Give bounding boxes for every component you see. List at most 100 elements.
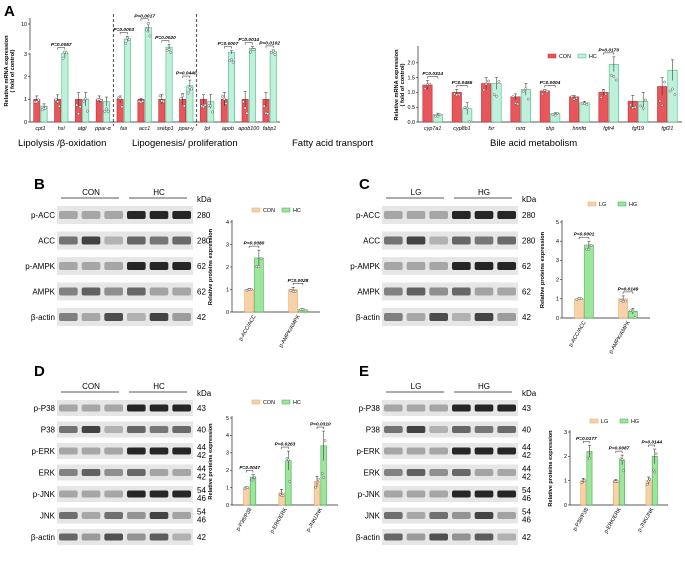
data-point xyxy=(77,112,80,116)
data-point xyxy=(438,113,442,117)
x-tick-label: rxrα xyxy=(516,126,526,132)
data-point xyxy=(602,89,605,93)
blot-band xyxy=(406,236,426,245)
bar xyxy=(144,27,152,123)
data-point xyxy=(288,480,292,483)
significance-bracket xyxy=(246,470,254,473)
axis-break xyxy=(27,50,33,54)
data-point xyxy=(148,34,152,38)
significance-bracket xyxy=(622,291,634,294)
data-point xyxy=(322,476,325,479)
blot-band xyxy=(429,468,448,477)
blot-band xyxy=(474,287,494,296)
blot-strip xyxy=(57,257,193,275)
blot-band xyxy=(429,425,448,434)
blot-band xyxy=(406,490,426,498)
blot-row-label: p-ERK xyxy=(356,447,380,456)
data-point xyxy=(105,107,108,111)
data-point xyxy=(457,93,461,97)
blot-band xyxy=(59,262,78,270)
data-point xyxy=(44,106,48,110)
data-point xyxy=(453,92,456,96)
y-tick-label: 1 xyxy=(226,287,229,293)
y-tick-label: 2 xyxy=(556,277,559,283)
kda-header: kDa xyxy=(522,195,537,204)
legend-label: LG xyxy=(599,202,606,208)
blot-row-label: AMPK xyxy=(357,288,380,297)
data-point xyxy=(146,22,150,26)
blot-row-label: p-P38 xyxy=(34,404,56,413)
y-tick-label: 1 xyxy=(24,97,27,103)
blot-band xyxy=(497,236,516,245)
data-point xyxy=(580,101,584,105)
blot-band xyxy=(127,511,146,520)
kda-value: 62 xyxy=(522,262,531,271)
data-point xyxy=(84,97,88,101)
blot-band xyxy=(127,468,146,477)
data-point xyxy=(287,458,290,462)
y-tick-label: 2.0 xyxy=(408,61,416,67)
blot-band xyxy=(384,490,403,498)
blot-band xyxy=(429,511,448,520)
blot-row-label: p-AMPK xyxy=(25,262,55,271)
y-tick-label: 2 xyxy=(226,468,229,474)
y-axis-label: Relative mRNA expression xyxy=(4,35,10,107)
data-point xyxy=(320,472,324,475)
data-point xyxy=(281,494,285,497)
data-point xyxy=(652,468,655,472)
bar xyxy=(574,298,584,319)
blot-strip xyxy=(382,257,518,275)
blot-band xyxy=(406,511,426,520)
legend-swatch xyxy=(617,201,627,207)
blot-band xyxy=(149,236,169,245)
data-point xyxy=(633,316,637,319)
blot-band xyxy=(474,533,494,541)
y-axis-label: Relative proteins expression xyxy=(208,228,214,305)
blot-band xyxy=(104,490,123,498)
legend-swatch xyxy=(251,399,261,405)
blot-band xyxy=(81,490,101,498)
data-point xyxy=(167,48,171,51)
x-tick-label: fas xyxy=(120,126,127,132)
blot-band xyxy=(497,468,516,477)
blot-band xyxy=(104,425,123,434)
x-tick-label: p-P38/P38 xyxy=(572,507,590,532)
blot-band xyxy=(429,262,448,270)
x-tick-label: srebp1 xyxy=(157,126,173,132)
data-point xyxy=(658,99,662,103)
data-point xyxy=(436,114,440,118)
x-tick-label: fgfr4 xyxy=(603,126,614,132)
blot-strip xyxy=(382,231,518,250)
blot-band xyxy=(59,468,78,477)
blot-band xyxy=(406,447,426,455)
significance-bracket xyxy=(161,40,170,43)
blot-band xyxy=(127,533,146,541)
blot-band xyxy=(172,404,191,412)
data-point xyxy=(82,99,86,103)
x-tick-label: atgl xyxy=(78,126,87,132)
data-point xyxy=(622,469,625,472)
data-point xyxy=(301,308,305,311)
data-point xyxy=(599,96,603,99)
data-point xyxy=(202,105,205,109)
group-caption: Bile acid metabolism xyxy=(490,138,577,149)
data-point xyxy=(255,265,259,268)
blot-band xyxy=(497,211,516,219)
y-axis-label: Relative mRNA expression xyxy=(394,49,400,121)
blot-band xyxy=(172,447,191,455)
data-point xyxy=(673,93,677,96)
significance-bracket xyxy=(57,47,66,50)
p-value-label: P=0.0314 xyxy=(422,71,443,77)
kda-value: 42 xyxy=(197,451,206,460)
data-point xyxy=(541,92,544,96)
blot-band xyxy=(127,236,146,245)
blot-band xyxy=(406,404,426,412)
blot-band xyxy=(81,425,101,434)
blot-band xyxy=(474,490,494,498)
significance-bracket xyxy=(281,446,289,450)
blot-band xyxy=(497,404,516,412)
blot-band xyxy=(452,468,471,477)
kda-value: 42 xyxy=(522,533,531,542)
blot-row-label: β-actin xyxy=(31,533,55,542)
